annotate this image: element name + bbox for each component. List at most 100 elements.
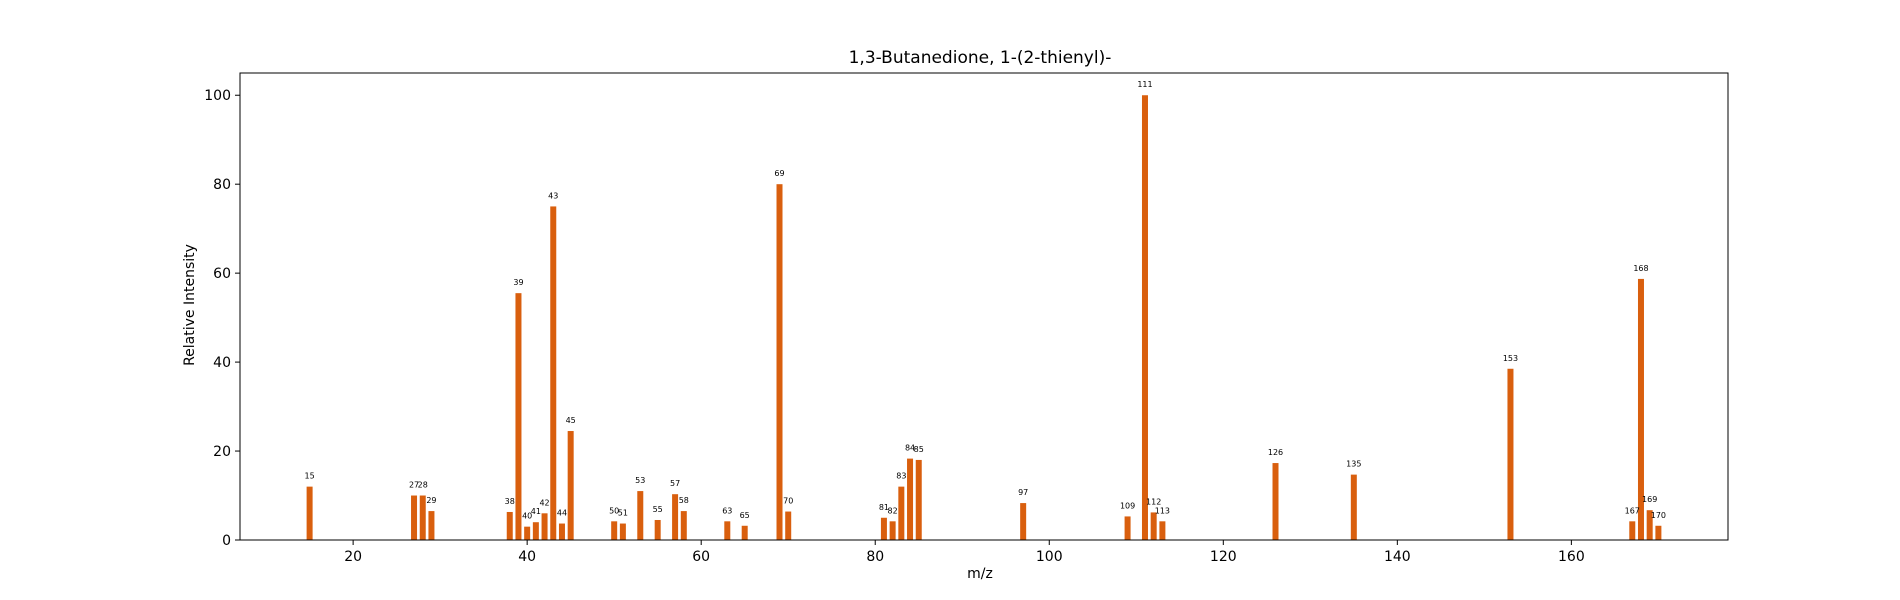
bar-label-mz-70: 70 xyxy=(783,497,793,506)
y-tick-label-100: 100 xyxy=(204,88,231,104)
y-tick-label-80: 80 xyxy=(213,177,231,193)
bar-label-mz-50: 50 xyxy=(609,506,619,515)
bar-label-mz-43: 43 xyxy=(548,191,558,200)
bar-mz-27 xyxy=(411,495,418,540)
bar-label-mz-167: 167 xyxy=(1625,506,1640,515)
bar-label-mz-84: 84 xyxy=(905,444,915,453)
x-tick-label-120: 120 xyxy=(1210,549,1237,565)
x-tick-label-100: 100 xyxy=(1036,549,1063,565)
bar-mz-40 xyxy=(524,526,531,540)
bar-label-mz-42: 42 xyxy=(539,498,549,507)
y-tick-label-20: 20 xyxy=(213,444,231,460)
bar-label-mz-126: 126 xyxy=(1268,448,1283,457)
x-tick-label-60: 60 xyxy=(692,549,710,565)
bar-mz-82 xyxy=(889,521,896,540)
x-tick-label-140: 140 xyxy=(1384,549,1411,565)
bar-label-mz-57: 57 xyxy=(670,479,680,488)
bar-mz-167 xyxy=(1629,521,1636,540)
bar-mz-126 xyxy=(1272,463,1279,540)
bar-label-mz-40: 40 xyxy=(522,512,532,521)
x-tick-label-40: 40 xyxy=(518,549,536,565)
bar-label-mz-58: 58 xyxy=(679,496,689,505)
bar-label-mz-168: 168 xyxy=(1633,264,1648,273)
bar-mz-29 xyxy=(428,511,435,540)
y-axis-label: Relative Intensity xyxy=(182,244,198,366)
bar-mz-57 xyxy=(672,494,679,540)
bar-label-mz-112: 112 xyxy=(1146,497,1161,506)
y-axis: 0 20 40 60 80 100 xyxy=(204,88,240,549)
bar-label-mz-55: 55 xyxy=(653,505,663,514)
plot-frame xyxy=(239,72,1729,541)
bar-mz-28 xyxy=(419,495,426,540)
bar-label-mz-153: 153 xyxy=(1503,354,1518,363)
bar-label-mz-81: 81 xyxy=(879,503,889,512)
bar-mz-50 xyxy=(611,521,618,540)
bar-label-mz-27: 27 xyxy=(409,481,419,490)
bar-mz-169 xyxy=(1646,510,1653,540)
bar-mz-15 xyxy=(306,486,313,540)
bar-label-mz-85: 85 xyxy=(914,445,924,454)
bar-label-mz-39: 39 xyxy=(513,278,523,287)
bar-label-mz-38: 38 xyxy=(505,497,515,506)
bar-label-mz-45: 45 xyxy=(566,416,576,425)
bar-label-mz-65: 65 xyxy=(740,511,750,520)
bar-mz-84 xyxy=(907,458,914,540)
bar-mz-85 xyxy=(915,459,922,540)
bar-mz-109 xyxy=(1124,516,1131,540)
bar-mz-58 xyxy=(680,511,687,540)
bar-mz-55 xyxy=(654,519,661,540)
bar-mz-38 xyxy=(506,511,513,540)
bar-mz-113 xyxy=(1159,521,1166,540)
bar-mz-111 xyxy=(1141,95,1148,541)
bar-label-mz-28: 28 xyxy=(418,481,428,490)
bar-mz-63 xyxy=(724,521,731,540)
bar-label-mz-51: 51 xyxy=(618,509,628,518)
y-tick-label-40: 40 xyxy=(213,355,231,371)
x-tick-label-160: 160 xyxy=(1558,549,1585,565)
x-tick-label-80: 80 xyxy=(866,549,884,565)
x-tick-label-20: 20 xyxy=(344,549,362,565)
bar-label-mz-113: 113 xyxy=(1155,506,1170,515)
bar-mz-39 xyxy=(515,293,522,540)
x-axis-label: m/z xyxy=(967,566,993,582)
bar-label-mz-69: 69 xyxy=(774,169,784,178)
bar-mz-69 xyxy=(776,184,783,540)
bar-mz-97 xyxy=(1020,503,1027,540)
bar-mz-45 xyxy=(567,431,574,540)
bar-mz-51 xyxy=(619,523,626,540)
bar-label-mz-83: 83 xyxy=(896,472,906,481)
bar-label-mz-41: 41 xyxy=(531,507,541,516)
x-axis: 20 40 60 80 100 120 140 160 xyxy=(344,540,1585,565)
bar-label-mz-53: 53 xyxy=(635,476,645,485)
y-tick-label-0: 0 xyxy=(222,533,231,549)
bar-mz-44 xyxy=(558,523,565,540)
bar-label-mz-97: 97 xyxy=(1018,488,1028,497)
bar-label-mz-63: 63 xyxy=(722,506,732,515)
bar-label-mz-135: 135 xyxy=(1346,460,1361,469)
bar-mz-168 xyxy=(1637,278,1644,540)
bar-label-mz-82: 82 xyxy=(888,506,898,515)
bar-label-mz-169: 169 xyxy=(1642,495,1657,504)
bar-mz-81 xyxy=(880,517,887,540)
bar-mz-153 xyxy=(1507,368,1514,540)
bar-mz-70 xyxy=(785,511,792,540)
bar-mz-135 xyxy=(1350,474,1357,540)
bar-mz-53 xyxy=(637,491,644,540)
y-tick-label-60: 60 xyxy=(213,266,231,282)
bar-label-mz-170: 170 xyxy=(1651,511,1666,520)
bar-label-mz-111: 111 xyxy=(1137,80,1152,89)
bar-mz-65 xyxy=(741,525,748,540)
bars-group xyxy=(306,95,1662,541)
bar-mz-42 xyxy=(541,513,548,540)
bar-label-mz-44: 44 xyxy=(557,509,567,518)
bar-mz-43 xyxy=(550,206,557,540)
bar-mz-83 xyxy=(898,486,905,540)
bar-mz-41 xyxy=(532,522,539,540)
chart-title: 1,3-Butanedione, 1-(2-thienyl)- xyxy=(849,48,1112,68)
bar-mz-170 xyxy=(1655,525,1662,540)
bar-label-mz-15: 15 xyxy=(305,472,315,481)
bar-label-mz-109: 109 xyxy=(1120,501,1135,510)
bar-label-mz-29: 29 xyxy=(426,496,436,505)
